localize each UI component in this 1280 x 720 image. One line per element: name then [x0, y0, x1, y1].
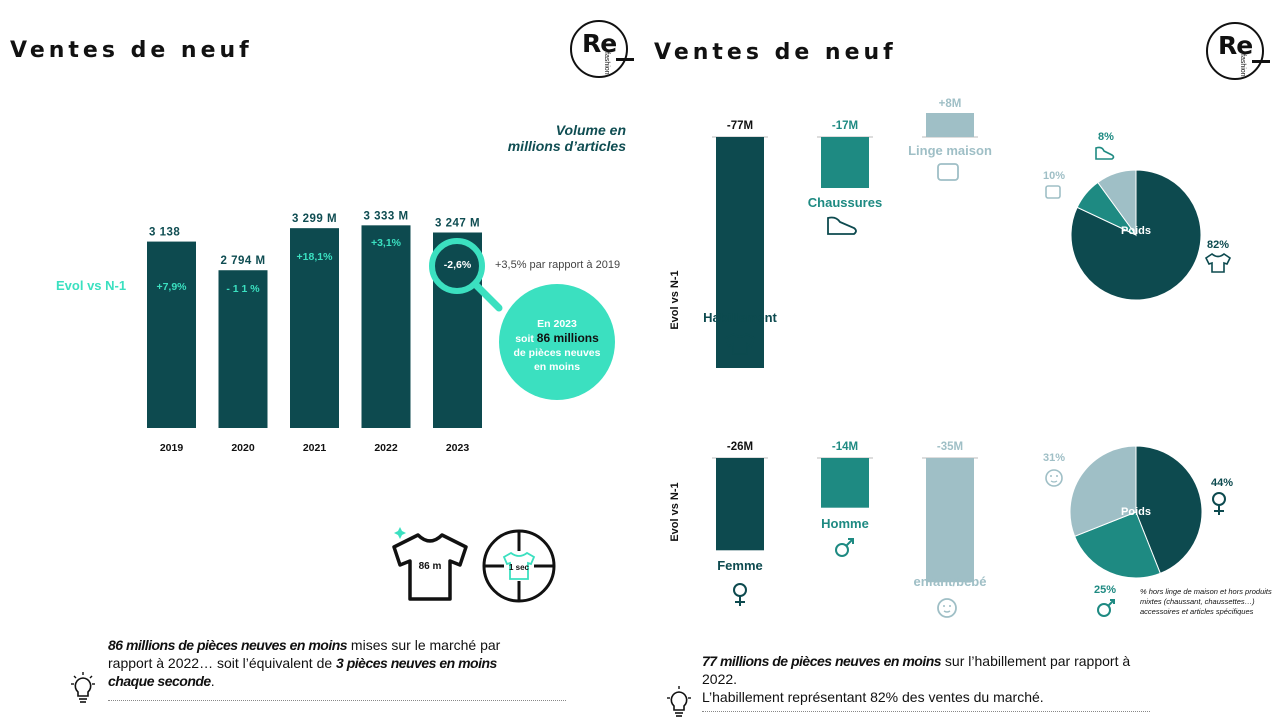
clock-label: 1 sec	[509, 563, 530, 572]
evol-row-label: Evol vs N-1	[56, 278, 127, 293]
right-page-title: Ventes de neuf	[654, 40, 897, 65]
pie-label-31: 31%	[1043, 452, 1065, 464]
category-evolution-chart: Evol vs N-1 -77M -17M +8M Habillement Chaus…	[669, 98, 992, 368]
category-label: Chaussures	[808, 195, 882, 210]
volume-unit-label: Volume en millions d’articles	[507, 122, 626, 154]
bar-2023	[433, 232, 482, 428]
bar-value-label: -77M	[727, 120, 753, 132]
x-tick-label: 2021	[303, 442, 327, 454]
y-axis-label: Evol vs N-1	[669, 270, 681, 329]
sneaker-icon	[827, 216, 857, 235]
logo-sub-text: fashion	[603, 52, 610, 75]
bar-Homme	[821, 458, 869, 508]
pie-label-10: 10%	[1043, 170, 1065, 182]
bar-value-label: -14M	[832, 441, 858, 453]
pie-slice-enfant/bébé	[1069, 445, 1137, 537]
left-divider	[108, 700, 566, 701]
category-label: enfant/bébé	[914, 574, 987, 589]
comparison-2019-text: +3,5% par rapport à 2019	[495, 259, 621, 271]
category-label: Homme	[821, 516, 869, 531]
bar-evol-label: -2,6%	[444, 259, 472, 271]
bar-Linge maison	[926, 113, 974, 137]
bar-value-label: -35M	[937, 441, 963, 453]
pie-center-label: Poids	[1121, 506, 1151, 518]
pie-label-82: 82%	[1207, 239, 1229, 251]
category-label: Femme	[717, 558, 763, 573]
gender-evolution-chart: Evol vs N-1 -26M -14M -35M Femme Homme enfan…	[669, 441, 987, 618]
pie-slice-Linge maison	[1097, 169, 1137, 237]
refashion-logo: Re fashion	[570, 20, 634, 78]
bar-enfant/bébé	[926, 458, 974, 583]
bar-2019	[147, 241, 196, 428]
pie-label-25: 25%	[1094, 584, 1116, 596]
x-tick-label: 2020	[231, 442, 255, 454]
female-icon	[733, 583, 747, 606]
bar-value-label: 3 138	[149, 227, 180, 239]
towel-icon	[937, 163, 959, 181]
bar-evol-label: +7,9%	[156, 281, 187, 293]
lightbulb-icon	[71, 672, 95, 703]
category-label: Habillement	[703, 310, 777, 325]
tshirt-label: 86 m	[419, 561, 442, 572]
pie-label-8: 8%	[1098, 131, 1114, 143]
tshirt-86m-icon: 86 m	[392, 527, 468, 601]
bar-value-label: -26M	[727, 441, 753, 453]
footnote: % hors linge de maison et hors produits …	[1140, 587, 1272, 616]
bar-2020	[218, 270, 268, 428]
y-axis-label: Evol vs N-1	[669, 482, 681, 541]
bar-Chaussures	[821, 137, 869, 188]
baby-icon	[937, 598, 957, 618]
logo-main-text: Re	[582, 29, 617, 58]
bar-value-label: 3 247 M	[435, 217, 480, 229]
right-summary-note: 77 millions de pièces neuves en moins su…	[702, 653, 1131, 705]
sparkle-icon	[394, 527, 406, 539]
bar-value-label: 2 794 M	[221, 255, 266, 267]
male-icon	[835, 538, 854, 557]
category-label: Linge maison	[908, 143, 992, 158]
refashion-logo-right: Re fashion	[1206, 22, 1270, 80]
lightbulb-icon	[667, 686, 691, 717]
bar-Femme	[716, 458, 764, 551]
x-tick-label: 2022	[374, 442, 398, 454]
clock-1sec-icon: 1 sec	[482, 529, 556, 603]
logo-sub-text: fashion	[1239, 54, 1246, 77]
bar-value-label: -17M	[832, 120, 858, 132]
towel-icon	[1045, 185, 1061, 199]
magnifier-icon	[429, 238, 503, 312]
right-divider	[702, 711, 1150, 712]
left-page-title: Ventes de neuf	[10, 38, 253, 63]
sneaker-icon	[1095, 146, 1115, 160]
gender-weight-pie: Poids 44% 25% 31%	[1043, 445, 1233, 617]
callout-bubble: En 2023 soit 86 millions de pièces neuve…	[499, 284, 615, 400]
bar-2021	[290, 228, 339, 428]
x-tick-label: 2023	[446, 442, 470, 454]
bar-evol-label: +18,1%	[297, 251, 334, 263]
bar-evol-label: - 1 1 %	[226, 283, 260, 295]
bar-evol-label: +3,1%	[371, 237, 402, 249]
female-icon	[1212, 492, 1226, 515]
logo-main-text: Re	[1218, 31, 1253, 60]
male-icon	[1097, 599, 1115, 617]
annual-volume-chart: 3 138 2 794 M 3 299 M 3 333 M 3 247 M +7,9% -…	[147, 210, 482, 454]
pie-slice-Femme	[1135, 445, 1203, 575]
pie-center-label: Poids	[1121, 225, 1151, 237]
x-tick-label: 2019	[160, 442, 184, 454]
bar-value-label: 3 333 M	[364, 210, 409, 222]
category-weight-pie: Poids 82% 8% 10%	[1043, 131, 1232, 301]
bar-Habillement	[716, 137, 764, 368]
pie-label-44: 44%	[1211, 477, 1233, 489]
tshirt-icon	[724, 332, 756, 355]
tshirt-icon	[1204, 253, 1232, 273]
left-summary-note: 86 millions de pièces neuves en moins mi…	[108, 637, 501, 689]
bar-value-label: +8M	[939, 98, 962, 110]
bar-value-label: 3 299 M	[292, 213, 337, 225]
baby-icon	[1045, 469, 1063, 487]
bar-2022	[361, 225, 411, 428]
pie-slice-Homme	[1073, 511, 1161, 579]
